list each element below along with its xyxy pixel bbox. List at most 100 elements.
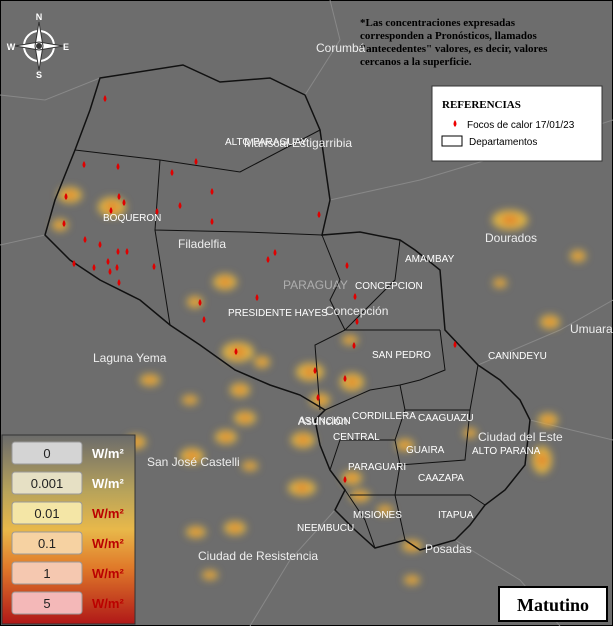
country-outline xyxy=(44,64,531,551)
fire-point xyxy=(345,262,349,269)
heat-core xyxy=(220,433,232,441)
period-box xyxy=(498,586,608,622)
place-labels: Corumbá Dourados Umuarama Filadelfia Laguna … xyxy=(93,41,613,563)
heat-core xyxy=(191,529,201,535)
scale-level: 5 xyxy=(43,596,50,611)
heat-core xyxy=(346,377,358,387)
heat-core xyxy=(347,474,357,482)
note-line: "antecedentes" valores, es decir, valore… xyxy=(360,43,548,55)
heat-layer xyxy=(52,187,586,585)
references-departments: Departamentos xyxy=(469,137,537,148)
place-label: Asunción xyxy=(298,414,347,428)
fire-point xyxy=(72,260,76,267)
fire-point xyxy=(210,218,214,225)
scale-level: 0.01 xyxy=(34,506,59,521)
references-fires: Focos de calor 17/01/23 xyxy=(467,120,575,131)
heat-core xyxy=(191,299,199,305)
department-label: PARAGUARI xyxy=(348,462,406,473)
scale-swatch xyxy=(11,501,83,525)
fire-point xyxy=(117,279,121,286)
fire-point xyxy=(125,248,129,255)
fire-point xyxy=(316,394,320,401)
department-label: PRESIDENTE HAYES xyxy=(228,308,328,319)
fire-point xyxy=(64,193,68,200)
place-label: PARAGUAY xyxy=(283,278,348,292)
fire-point xyxy=(453,341,457,348)
heat-core xyxy=(346,337,354,343)
scale-level: 0.1 xyxy=(38,536,56,551)
department-label: ALTO PARAGUAY xyxy=(225,137,307,148)
department-label: NEEMBUCU xyxy=(297,523,354,534)
heat-core xyxy=(235,386,245,394)
place-label: Posadas xyxy=(425,542,472,556)
heat-core xyxy=(56,222,64,228)
fire-point xyxy=(117,193,121,200)
scale-swatch xyxy=(11,441,83,465)
place-label: Dourados xyxy=(485,231,537,245)
fire-point xyxy=(234,348,238,355)
scale-swatch xyxy=(11,561,83,585)
note-line: cercanos a la superficie. xyxy=(360,56,472,68)
note: *Las concentraciones expresadas correspo… xyxy=(360,17,548,68)
department-label: CANINDEYU xyxy=(488,351,547,362)
fire-point xyxy=(103,95,107,102)
compass-e: E xyxy=(63,42,69,52)
fire-point xyxy=(355,318,359,325)
fire-point xyxy=(343,375,347,382)
place-label: San José Castelli xyxy=(147,455,240,469)
heat-core xyxy=(295,484,309,492)
department-label: MISIONES xyxy=(353,510,402,521)
heat-core xyxy=(206,572,214,578)
fire-point xyxy=(115,264,119,271)
heat-core xyxy=(258,359,266,365)
heat-core xyxy=(407,543,417,549)
compass: N S E W xyxy=(7,12,69,80)
fire-point xyxy=(170,169,174,176)
department-label: CAAGUAZU xyxy=(418,413,474,424)
scale-unit: W/m² xyxy=(92,506,124,521)
scale-swatch xyxy=(11,471,83,495)
fire-point xyxy=(122,199,126,206)
fire-point xyxy=(98,241,102,248)
scale-unit: W/m² xyxy=(92,536,124,551)
scale-unit: W/m² xyxy=(92,566,124,581)
department-labels: ALTO PARAGUAY BOQUERON PRESIDENTE HAYES CON… xyxy=(103,137,547,534)
note-line: corresponden a Pronósticos, llamados xyxy=(360,30,538,42)
heat-core xyxy=(545,318,555,326)
department-label: ASUNCION xyxy=(298,416,351,427)
place-label: Corumbá xyxy=(316,41,366,55)
fire-point xyxy=(317,211,321,218)
fire-point xyxy=(155,208,159,215)
fire-point xyxy=(116,248,120,255)
place-label: Concepción xyxy=(325,304,388,318)
scale-legend: 0 W/m² 0.001 W/m² 0.01 W/m² 0.1 W/m² 1 W/m² 5 W/m² xyxy=(1,434,136,625)
heat-core xyxy=(246,463,254,469)
fire-point xyxy=(353,293,357,300)
fire-point xyxy=(109,207,113,214)
department-label: CAAZAPA xyxy=(418,473,464,484)
department-boundaries xyxy=(74,129,486,549)
heat-core xyxy=(574,253,582,259)
department-label: CENTRAL xyxy=(333,432,380,443)
place-label: Umuarama xyxy=(570,322,613,336)
fire-point xyxy=(255,294,259,301)
fire-point xyxy=(273,249,277,256)
place-label: Ciudad del Este xyxy=(478,430,563,444)
department-label: AMAMBAY xyxy=(405,254,455,265)
period: Matutino xyxy=(517,595,589,615)
heat-core xyxy=(501,215,519,225)
place-label: Ciudad de Resistencia xyxy=(198,549,318,563)
heat-core xyxy=(355,493,365,499)
scale-level: 1 xyxy=(43,566,50,581)
heat-core xyxy=(496,280,504,286)
fire-point xyxy=(106,258,110,265)
note-line: *Las concentraciones expresadas xyxy=(360,17,516,29)
heat-core xyxy=(543,416,553,424)
place-label: Laguna Yema xyxy=(93,351,167,365)
heat-core xyxy=(315,396,325,404)
fire-point xyxy=(210,188,214,195)
heat-core xyxy=(105,202,119,212)
heat-core xyxy=(297,436,309,444)
